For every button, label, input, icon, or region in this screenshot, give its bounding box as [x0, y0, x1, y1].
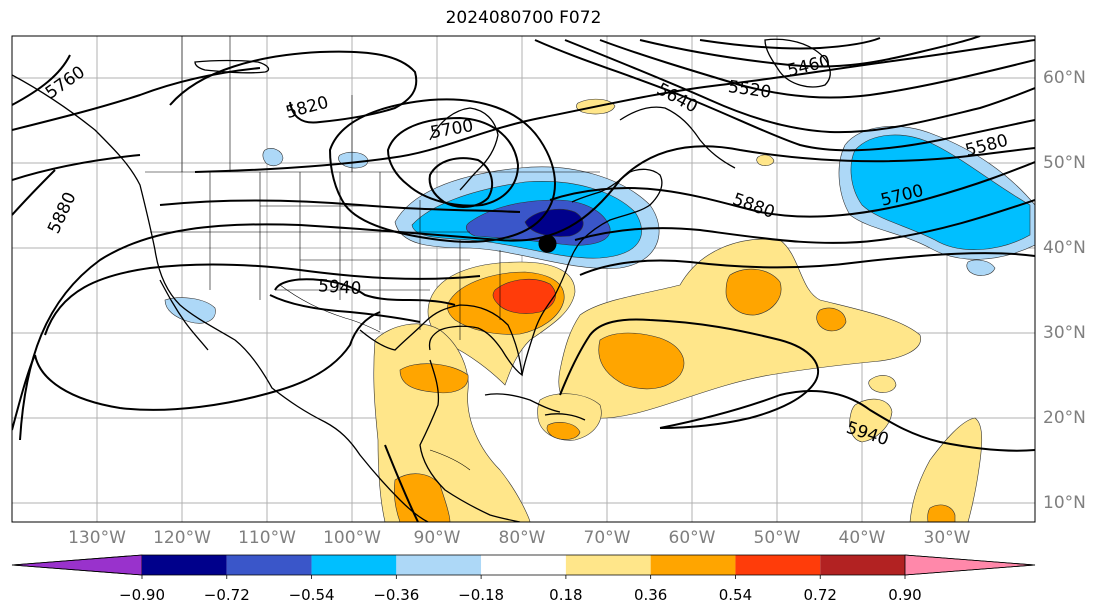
- colorbar-tick-label-2: −0.54: [288, 586, 335, 604]
- lat-label-20: 20°N: [1043, 408, 1086, 428]
- map-title: 2024080700 F072: [445, 8, 602, 28]
- colorbar-extend-low: [11, 554, 143, 576]
- colorbar: [11, 554, 1036, 579]
- anomaly-east-atlantic: [909, 417, 983, 522]
- colorbar-extend-high: [904, 554, 1036, 576]
- colorbar-tick-label-3: −0.36: [373, 586, 420, 604]
- center-marker: [538, 234, 557, 253]
- lon-label-70w: 70°W: [583, 528, 631, 548]
- anomaly-southeast-strong: [492, 278, 556, 314]
- map-frame: [11, 35, 1036, 523]
- lon-label-130w: 130°W: [68, 528, 126, 548]
- colorbar-bin-5: [565, 555, 651, 575]
- negative-anomaly-shading: [164, 126, 1035, 324]
- colorbar-bin-0: [142, 555, 227, 575]
- lat-label-40: 40°N: [1043, 238, 1086, 258]
- lon-label-40w: 40°W: [838, 528, 886, 548]
- colorbar-tick-label-4: −0.18: [458, 586, 505, 604]
- contour-label-5940: 5940: [317, 276, 362, 299]
- lat-label-60: 60°N: [1043, 68, 1086, 88]
- colorbar-tick-label-0: −0.90: [119, 586, 165, 604]
- lon-label-50w: 50°W: [753, 528, 801, 548]
- colorbar-tick-label-1: −0.72: [203, 586, 250, 604]
- lat-label-50: 50°N: [1043, 153, 1086, 173]
- lat-label-10: 10°N: [1043, 493, 1086, 513]
- lon-label-30w: 30°W: [923, 528, 971, 548]
- colorbar-bin-7: [735, 555, 821, 575]
- lon-label-100w: 100°W: [323, 528, 381, 548]
- lon-label-60w: 60°W: [668, 528, 716, 548]
- colorbar-bin-6: [650, 555, 736, 575]
- colorbar-bin-8: [820, 555, 905, 575]
- colorbar-tick-label-7: 0.54: [718, 586, 753, 604]
- colorbar-tick-label-5: 0.18: [549, 586, 583, 604]
- lon-label-90w: 90°W: [413, 528, 461, 548]
- colorbar-bin-2: [311, 555, 397, 575]
- colorbar-bin-3: [396, 555, 482, 575]
- lon-label-80w: 80°W: [498, 528, 546, 548]
- colorbar-tick-label-8: 0.72: [803, 586, 837, 604]
- colorbar-bin-4: [481, 555, 566, 575]
- lat-label-30: 30°N: [1043, 323, 1086, 343]
- colorbar-tick-label-6: 0.36: [633, 586, 668, 604]
- height-contours: [12, 36, 1035, 522]
- lon-label-120w: 120°W: [153, 528, 211, 548]
- lon-label-110w: 110°W: [238, 528, 296, 548]
- positive-anomaly-shading: [373, 98, 983, 522]
- colorbar-tick-label-9: 0.90: [888, 586, 922, 604]
- colorbar-bin-1: [226, 555, 312, 575]
